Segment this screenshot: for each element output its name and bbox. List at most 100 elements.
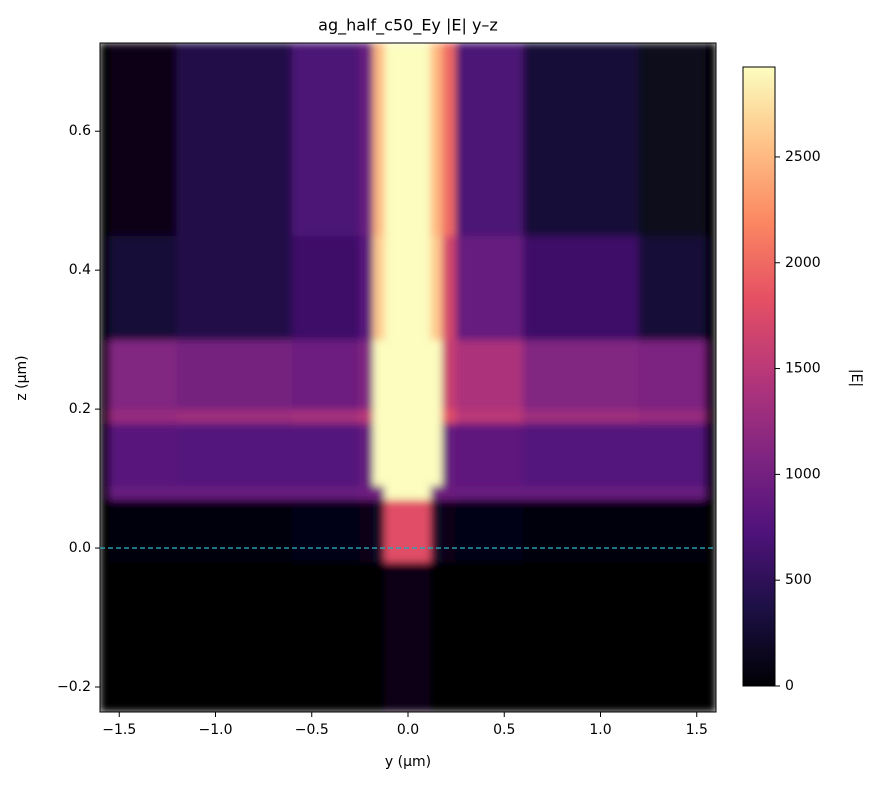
heat-cell	[372, 408, 386, 424]
heatmap	[100, 43, 716, 712]
heat-cell	[523, 561, 640, 712]
heat-cell	[384, 408, 432, 424]
heat-cell	[109, 422, 178, 487]
heat-cell	[430, 561, 444, 712]
heat-cell	[523, 43, 640, 236]
heat-cell	[442, 485, 457, 500]
y-tick-label: 0.4	[69, 262, 91, 278]
x-tick-label: −1.0	[199, 722, 233, 738]
heat-cell	[430, 43, 444, 236]
x-tick-label: −1.5	[102, 722, 136, 738]
heat-cell	[359, 561, 374, 712]
x-tick-label: −0.5	[295, 722, 329, 738]
heat-cell	[455, 43, 524, 236]
y-tick-label: −0.2	[57, 679, 91, 695]
heat-cell	[430, 408, 444, 424]
heat-cell	[100, 234, 111, 341]
heat-cell	[442, 498, 457, 563]
heat-cell	[292, 422, 361, 487]
heat-cell	[109, 339, 178, 410]
heat-cell	[176, 485, 293, 500]
heat-cell	[455, 422, 524, 487]
y-tick-label: 0.0	[69, 540, 91, 556]
heat-cell	[109, 43, 178, 236]
heat-cell	[176, 498, 293, 563]
heat-cell	[109, 485, 178, 500]
heat-cell	[359, 422, 374, 487]
heat-cell	[442, 561, 457, 712]
heat-cell	[442, 339, 457, 410]
heat-cell	[359, 234, 374, 341]
heat-cell	[176, 339, 293, 410]
heat-cell	[359, 498, 374, 563]
heat-cell	[638, 561, 707, 712]
heat-cell	[455, 498, 524, 563]
colorbar-tick-label: 2500	[785, 149, 821, 165]
heat-cell	[292, 43, 361, 236]
x-tick-label: 0.5	[493, 722, 515, 738]
heat-cell	[109, 408, 178, 424]
heat-cell	[455, 485, 524, 500]
heat-cell	[100, 485, 111, 500]
heat-cell	[292, 408, 361, 424]
colorbar-tick-label: 1000	[785, 466, 821, 482]
heat-cell	[100, 339, 111, 410]
heat-cell	[372, 485, 386, 500]
colorbar	[742, 66, 776, 687]
heat-cell	[292, 234, 361, 341]
heat-cell	[176, 234, 293, 341]
heat-cell	[638, 498, 707, 563]
heat-cell	[430, 339, 444, 410]
x-axis-label: y (µm)	[385, 754, 431, 770]
y-tick-label: 0.6	[69, 123, 91, 139]
heat-cell	[176, 561, 293, 712]
heat-cell	[705, 234, 716, 341]
heat-cell	[100, 561, 111, 712]
heat-cell	[455, 234, 524, 341]
heat-cell	[100, 498, 111, 563]
y-tick-label: 0.2	[69, 401, 91, 417]
heat-cell	[638, 422, 707, 487]
heat-cell	[359, 485, 374, 500]
heat-cell	[638, 43, 707, 236]
heat-cell	[442, 408, 457, 424]
heat-cell	[523, 485, 640, 500]
heat-cell	[384, 561, 432, 712]
heat-cell	[705, 43, 716, 236]
heat-cell	[384, 339, 432, 410]
heat-cell	[523, 339, 640, 410]
heat-cell	[292, 485, 361, 500]
heat-cell	[430, 422, 444, 487]
heat-cell	[638, 339, 707, 410]
heat-cell	[523, 422, 640, 487]
heat-cell	[372, 43, 386, 236]
heat-cell	[372, 339, 386, 410]
x-tick-label: 1.5	[686, 722, 708, 738]
chart-title: ag_half_c50_Ey |E| y–z	[318, 16, 498, 36]
heat-cell	[100, 422, 111, 487]
heat-cell	[705, 339, 716, 410]
heat-cell	[292, 498, 361, 563]
heat-cell	[384, 498, 432, 563]
heat-cell	[372, 498, 386, 563]
heat-cell	[455, 561, 524, 712]
heat-cell	[372, 561, 386, 712]
colorbar-tick-label: 0	[785, 678, 794, 694]
heat-cell	[430, 498, 444, 563]
heat-cell	[430, 234, 444, 341]
heat-cell	[176, 43, 293, 236]
heat-cell	[523, 408, 640, 424]
colorbar-tick-label: 1500	[785, 361, 821, 377]
heat-cell	[384, 422, 432, 487]
heat-cell	[292, 561, 361, 712]
heat-cell	[442, 43, 457, 236]
heat-cell	[705, 498, 716, 563]
heat-cell	[638, 234, 707, 341]
colorbar-tick-label: 2000	[785, 255, 821, 271]
heat-cell	[430, 485, 444, 500]
heat-cell	[359, 339, 374, 410]
heat-cell	[455, 339, 524, 410]
heat-cell	[176, 422, 293, 487]
x-tick-label: 0.0	[397, 722, 419, 738]
